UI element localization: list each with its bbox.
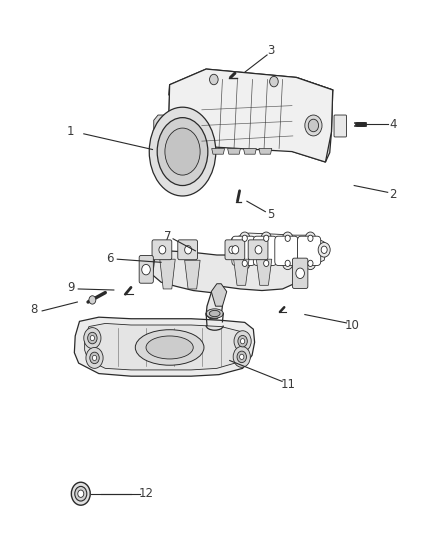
Polygon shape [230,233,326,266]
Circle shape [308,260,313,266]
Polygon shape [211,284,227,306]
Polygon shape [244,149,256,154]
FancyBboxPatch shape [232,236,255,265]
Circle shape [89,296,96,304]
FancyBboxPatch shape [334,115,346,137]
FancyBboxPatch shape [248,240,268,260]
Circle shape [264,235,269,241]
FancyBboxPatch shape [178,240,198,260]
FancyBboxPatch shape [139,255,153,283]
FancyBboxPatch shape [275,236,298,265]
Circle shape [283,257,293,270]
Circle shape [261,232,272,245]
Ellipse shape [165,128,200,175]
Ellipse shape [206,309,223,318]
Ellipse shape [149,107,216,196]
Circle shape [240,232,250,245]
Circle shape [238,335,247,347]
Circle shape [240,338,245,344]
Polygon shape [292,77,333,162]
Circle shape [88,332,97,344]
Circle shape [159,246,166,254]
Circle shape [185,246,191,254]
Circle shape [226,243,238,257]
Polygon shape [74,317,254,376]
Polygon shape [185,260,200,289]
Circle shape [305,257,315,270]
Circle shape [142,264,150,275]
Polygon shape [168,69,333,162]
Circle shape [90,352,99,364]
Polygon shape [228,149,240,154]
Circle shape [84,328,101,349]
Circle shape [209,74,218,85]
Text: 10: 10 [345,319,360,332]
Polygon shape [259,149,272,154]
Text: 9: 9 [67,281,74,294]
Circle shape [270,76,278,87]
Polygon shape [256,259,272,285]
FancyBboxPatch shape [152,240,172,260]
Polygon shape [154,115,174,142]
Circle shape [305,232,315,245]
Circle shape [242,260,247,266]
Circle shape [232,246,239,254]
Circle shape [240,354,244,359]
Circle shape [237,351,247,362]
Text: 12: 12 [138,487,154,500]
FancyBboxPatch shape [253,236,276,265]
FancyBboxPatch shape [225,240,245,260]
Polygon shape [233,259,249,285]
Ellipse shape [157,118,208,185]
Circle shape [255,246,262,254]
Ellipse shape [146,336,193,359]
Text: 5: 5 [267,208,274,221]
Ellipse shape [209,310,220,317]
Circle shape [308,235,313,241]
Circle shape [90,335,95,341]
Circle shape [233,346,251,367]
Text: 1: 1 [67,125,74,138]
Circle shape [285,235,290,241]
Polygon shape [168,80,204,156]
Circle shape [86,348,103,368]
Circle shape [261,257,272,270]
Circle shape [283,232,293,245]
Circle shape [229,246,235,254]
Text: 4: 4 [389,118,396,131]
FancyBboxPatch shape [293,258,308,288]
Circle shape [296,268,304,279]
Polygon shape [85,324,246,370]
Text: 6: 6 [106,252,113,265]
Circle shape [234,331,251,352]
Text: 7: 7 [164,230,171,243]
Circle shape [308,119,318,132]
Circle shape [240,257,250,270]
Circle shape [264,260,269,266]
Circle shape [318,243,330,257]
Text: 2: 2 [389,188,396,201]
Text: 8: 8 [30,303,37,316]
Polygon shape [169,69,333,100]
Circle shape [75,487,87,501]
Circle shape [78,490,84,497]
Text: 11: 11 [280,378,295,391]
Text: 3: 3 [267,44,274,57]
Polygon shape [212,149,225,154]
Circle shape [305,115,322,136]
Ellipse shape [135,330,204,365]
Polygon shape [160,259,175,289]
FancyBboxPatch shape [297,236,321,265]
Circle shape [285,260,290,266]
Circle shape [242,235,247,241]
Circle shape [321,246,327,254]
Circle shape [71,482,90,505]
Circle shape [92,356,97,360]
Polygon shape [152,251,297,319]
